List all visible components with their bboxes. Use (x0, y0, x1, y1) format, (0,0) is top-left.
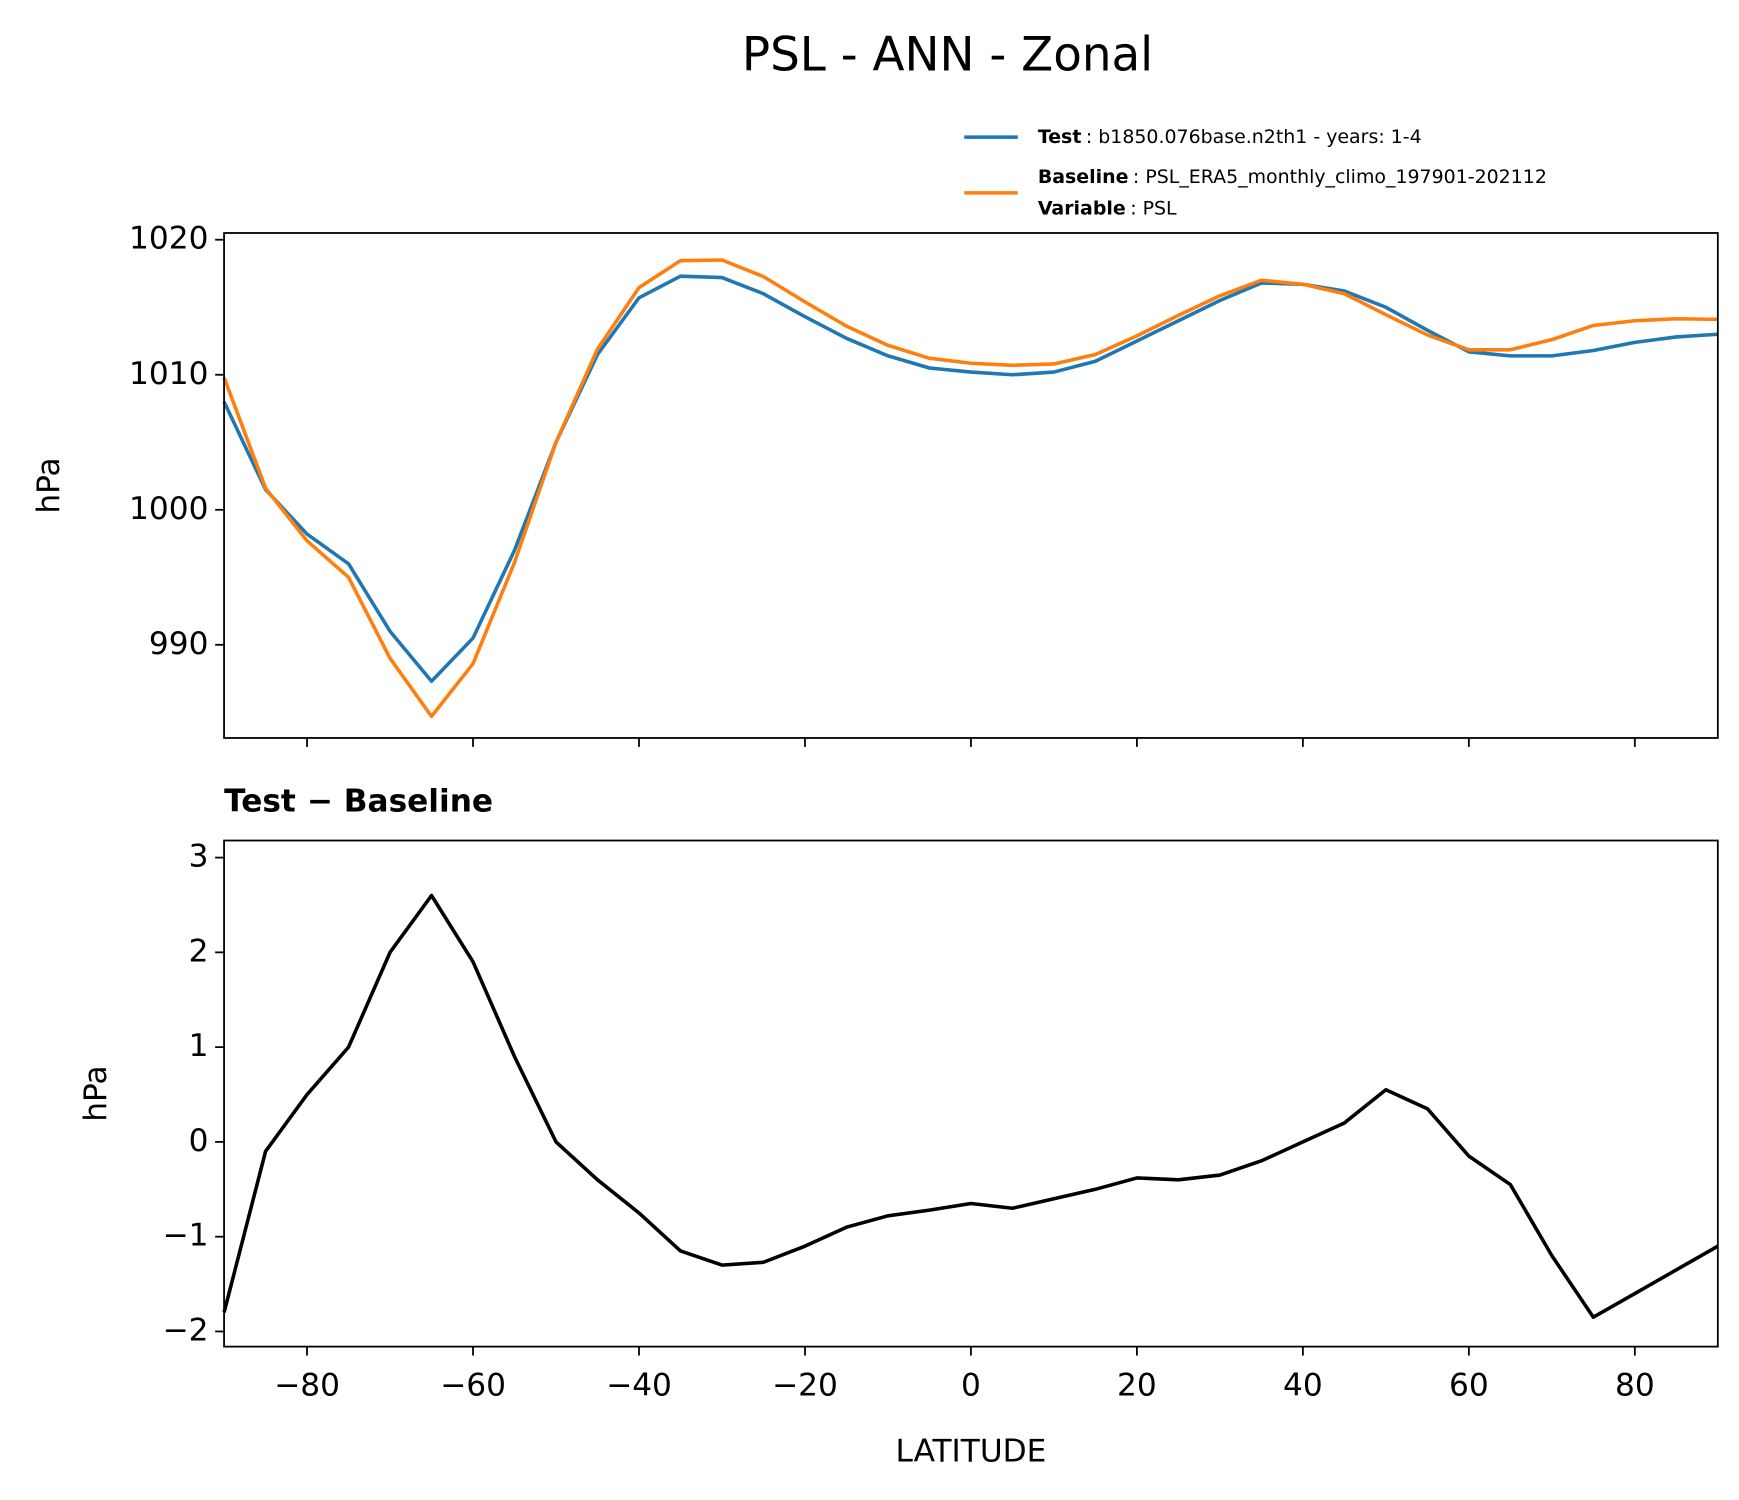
y-axis-label: hPa (78, 1065, 114, 1121)
x-tick-label: −20 (772, 1368, 838, 1404)
series-line (222, 258, 1718, 719)
legend-description: : b1850.076base.n2th1 - years: 1-4 (1086, 126, 1422, 148)
y-tick-label: −1 (162, 1218, 208, 1254)
legend-note: Variable: PSL (1038, 197, 1177, 219)
y-tick-label: 1000 (129, 491, 208, 527)
legend-name: Test (1038, 126, 1082, 148)
legend-description: : PSL_ERA5_monthly_climo_197901-202112 (1133, 166, 1547, 188)
y-tick-label: −2 (162, 1312, 208, 1348)
y-tick-label: 3 (189, 839, 209, 875)
x-tick-label: 60 (1449, 1368, 1489, 1404)
legend-entry: Baseline: PSL_ERA5_monthly_climo_197901-… (1038, 166, 1547, 188)
y-tick-label: 1020 (129, 221, 208, 257)
x-tick-label: 40 (1283, 1368, 1323, 1404)
x-axis-label: LATITUDE (895, 1434, 1046, 1470)
legend-note-name: Variable (1038, 197, 1126, 219)
x-tick-label: 20 (1117, 1368, 1157, 1404)
y-tick-label: 0 (189, 1123, 209, 1159)
x-tick-label: 0 (961, 1368, 981, 1404)
y-axis-label: hPa (31, 457, 67, 513)
y-tick-label: 990 (149, 626, 209, 662)
legend-name: Baseline (1038, 166, 1129, 188)
figure-title: PSL - ANN - Zonal (742, 28, 1153, 82)
x-tick-label: −80 (274, 1368, 340, 1404)
series-line (222, 274, 1718, 684)
plot-frame (223, 232, 1719, 739)
x-tick-label: −40 (606, 1368, 672, 1404)
legend-entry: Test: b1850.076base.n2th1 - years: 1-4 (1038, 126, 1422, 148)
x-tick-label: −60 (440, 1368, 506, 1404)
x-tick-label: 80 (1615, 1368, 1655, 1404)
y-tick-label: 1010 (129, 356, 208, 392)
y-tick-label: 2 (189, 933, 209, 969)
subplot-title: Test − Baseline (224, 784, 493, 820)
plot-frame (223, 839, 1719, 1348)
y-tick-label: 1 (189, 1028, 209, 1064)
legend-note-description: : PSL (1130, 197, 1177, 219)
series-line (222, 893, 1719, 1320)
